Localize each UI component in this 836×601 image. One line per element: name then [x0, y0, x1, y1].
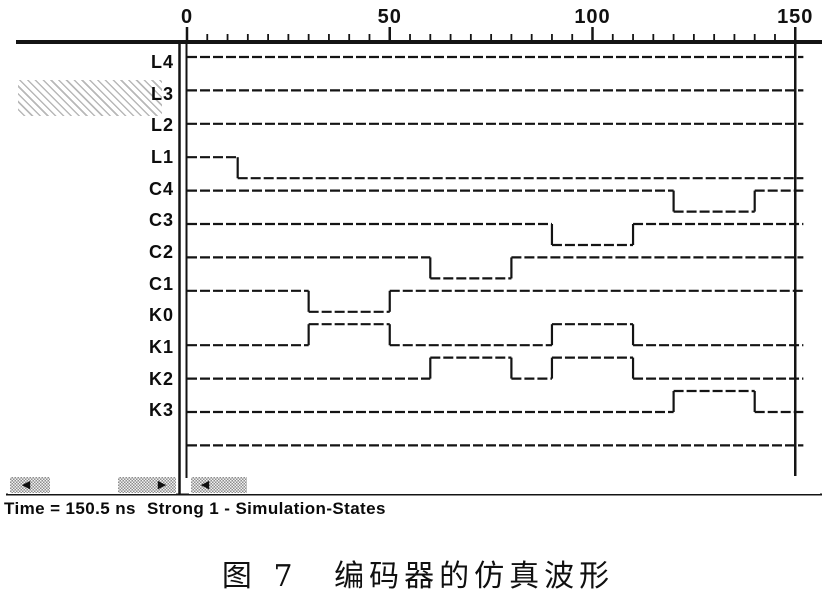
- signal-label-c2[interactable]: C2: [148, 241, 174, 262]
- status-time: Time = 150.5 ns: [4, 499, 136, 518]
- signal-label-l3[interactable]: L3: [150, 83, 174, 104]
- signal-label-k1[interactable]: K1: [148, 336, 174, 357]
- scroll-right-icon[interactable]: ▶: [157, 479, 167, 491]
- status-bar: Time = 150.5 ns Strong 1 - Simulation-St…: [4, 499, 392, 519]
- label-scroll-right-block[interactable]: [118, 477, 176, 493]
- signal-label-c4[interactable]: C4: [148, 178, 174, 199]
- ruler-label-150: 150: [777, 6, 814, 28]
- wave-scroll-left-block[interactable]: [191, 477, 247, 493]
- signal-label-c1[interactable]: C1: [148, 273, 174, 294]
- signal-label-c3[interactable]: C3: [148, 210, 174, 231]
- scroll-left-icon[interactable]: ◀: [200, 479, 210, 491]
- signal-label-k2[interactable]: K2: [148, 368, 174, 389]
- wave-pane-scrollbar[interactable]: ◀: [189, 476, 820, 494]
- status-state: Strong 1 - Simulation-States: [146, 499, 386, 518]
- ruler-label-0: 0: [180, 6, 194, 28]
- signal-label-l4[interactable]: L4: [150, 52, 174, 72]
- figure-number: 图 7: [221, 559, 299, 594]
- ruler-label-100: 100: [574, 6, 611, 28]
- figure-caption: 图 7 编码器的仿真波形: [0, 551, 836, 595]
- signal-label-l2[interactable]: L2: [150, 115, 174, 136]
- signal-label-l1[interactable]: L1: [150, 146, 174, 167]
- figure-title: 编码器的仿真波形: [334, 559, 615, 594]
- label-pane-scrollbar[interactable]: ◀ ▶: [8, 476, 176, 494]
- selection-hatch-l3: [18, 80, 162, 116]
- scroll-left-icon[interactable]: ◀: [21, 479, 31, 491]
- signal-label-k3[interactable]: K3: [148, 400, 174, 421]
- label-scroll-left-block[interactable]: [10, 477, 50, 493]
- signal-label-k0[interactable]: K0: [148, 305, 174, 326]
- ruler-label-50: 50: [377, 6, 402, 28]
